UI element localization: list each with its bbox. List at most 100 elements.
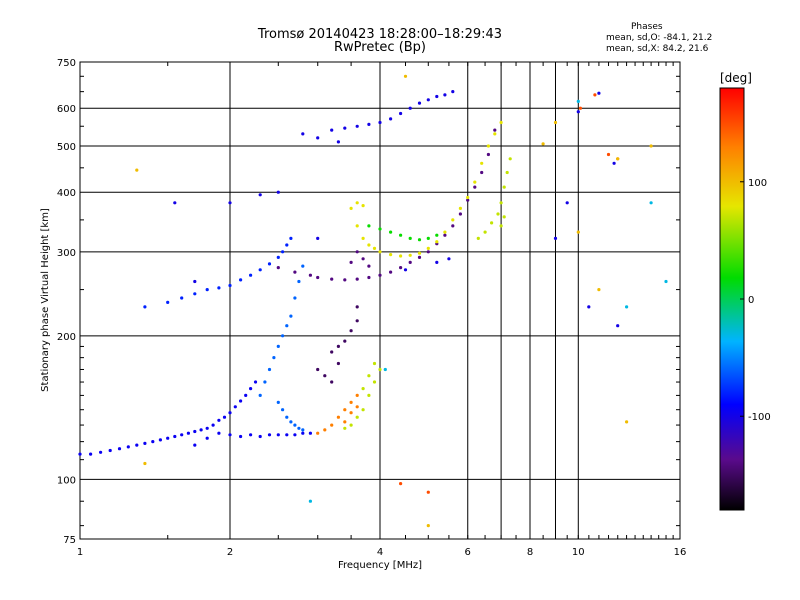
data-point	[417, 255, 422, 259]
data-point	[616, 324, 620, 328]
data-point	[239, 399, 243, 403]
data-point	[349, 329, 353, 333]
data-point	[349, 260, 353, 264]
data-point	[355, 250, 359, 254]
data-point	[258, 434, 262, 439]
data-point	[408, 106, 412, 110]
data-point	[276, 400, 280, 404]
data-point	[285, 324, 289, 328]
data-point	[258, 393, 262, 397]
phase-stats-o: mean, sd,O: -84.1, 21.2	[606, 33, 713, 43]
data-point	[378, 273, 382, 277]
data-point	[99, 450, 103, 454]
data-point	[244, 393, 248, 397]
data-point	[355, 319, 359, 323]
data-point	[389, 253, 393, 257]
data-point	[336, 415, 340, 419]
data-point	[263, 380, 267, 384]
data-point	[367, 264, 371, 268]
data-point	[343, 408, 347, 412]
data-point	[408, 236, 412, 240]
data-point	[276, 190, 280, 194]
y-axis-label: Stationary phase Virtual Height [km]	[40, 208, 51, 392]
data-point	[293, 423, 297, 427]
data-point	[435, 94, 439, 99]
data-point	[308, 273, 312, 277]
data-point	[458, 212, 462, 216]
data-point	[399, 266, 403, 270]
data-point	[490, 221, 494, 225]
data-point	[117, 447, 122, 451]
data-point	[399, 111, 403, 116]
data-point	[239, 278, 243, 282]
data-point	[408, 260, 412, 264]
data-point	[372, 380, 377, 384]
data-point	[193, 443, 197, 447]
data-point	[355, 305, 359, 309]
data-point	[293, 296, 297, 300]
data-point	[228, 283, 232, 288]
data-point	[205, 436, 209, 440]
data-point	[447, 257, 451, 261]
data-point	[443, 230, 447, 234]
data-point	[399, 233, 403, 237]
data-point	[473, 185, 477, 189]
data-point	[343, 339, 347, 343]
colorbar-tick-label: 0	[748, 295, 754, 306]
data-point	[578, 106, 583, 110]
data-point	[389, 117, 393, 121]
data-point	[435, 260, 439, 264]
data-point	[606, 152, 611, 157]
data-point	[466, 195, 470, 200]
data-point	[616, 157, 620, 161]
data-point	[281, 334, 285, 338]
data-point	[193, 292, 197, 296]
data-point	[499, 201, 503, 205]
data-point	[597, 288, 601, 292]
data-point	[508, 157, 512, 161]
data-point	[576, 99, 580, 103]
y-tick-label: 100	[57, 475, 76, 486]
data-point	[502, 185, 506, 189]
data-point	[435, 233, 439, 237]
y-tick-label: 75	[63, 535, 76, 546]
data-point	[480, 161, 484, 165]
data-point	[258, 193, 262, 197]
data-point	[355, 224, 359, 228]
data-point	[372, 246, 377, 250]
data-point	[193, 279, 197, 284]
grid-lines	[80, 62, 681, 539]
x-tick-label: 6	[465, 547, 471, 558]
phase-stats-title: Phases	[631, 22, 663, 32]
data-point	[217, 431, 221, 435]
data-point	[330, 350, 334, 354]
data-point	[403, 74, 408, 78]
data-point	[443, 93, 447, 97]
data-point	[361, 387, 365, 391]
data-point	[143, 461, 147, 466]
data-point	[217, 286, 221, 290]
data-point	[249, 433, 253, 437]
data-point	[316, 136, 320, 140]
data-point	[301, 431, 305, 435]
data-point	[301, 428, 305, 432]
data-point	[297, 279, 301, 284]
data-point	[553, 236, 558, 240]
data-point	[285, 433, 289, 437]
data-point	[78, 452, 82, 456]
data-point	[258, 268, 262, 272]
data-point	[355, 277, 359, 281]
colorbar-tick-label: 100	[748, 178, 767, 189]
data-point	[276, 433, 280, 437]
x-tick-label: 1	[77, 547, 83, 558]
data-point	[597, 91, 601, 95]
data-point	[426, 250, 430, 254]
data-point	[372, 361, 377, 366]
data-point	[281, 250, 285, 254]
chart-title: Tromsø 20140423 18:28:00–18:29:43	[257, 27, 503, 42]
data-point	[186, 431, 190, 435]
data-point	[367, 374, 371, 378]
data-point	[417, 251, 422, 255]
y-tick-label: 600	[57, 104, 76, 115]
